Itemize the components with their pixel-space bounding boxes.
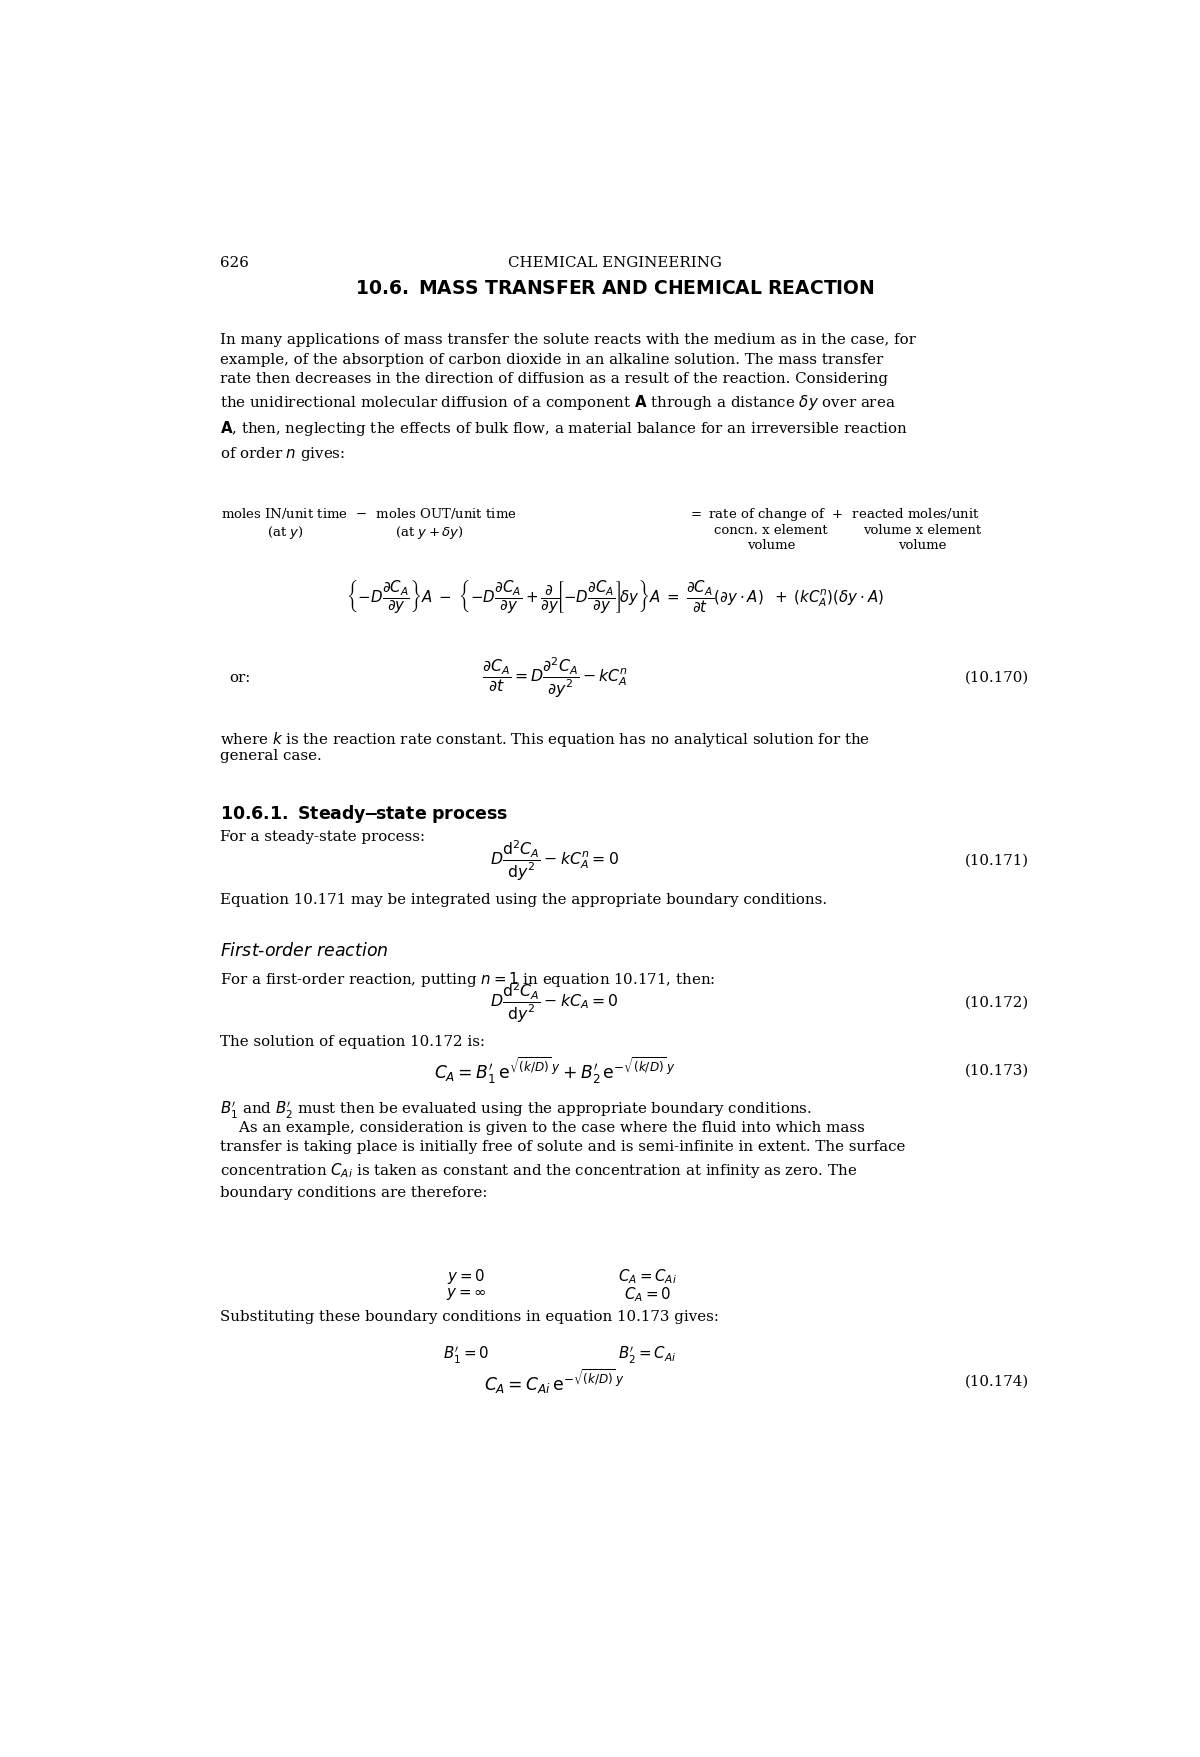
Text: 626: 626 [220, 257, 248, 271]
Text: As an example, consideration is given to the case where the fluid into which mas: As an example, consideration is given to… [220, 1119, 905, 1198]
Text: $C_A = C_{Ai}$: $C_A = C_{Ai}$ [618, 1267, 677, 1284]
Text: $D\dfrac{\mathrm{d}^2C_A}{\mathrm{d}y^2} - kC_A = 0$: $D\dfrac{\mathrm{d}^2C_A}{\mathrm{d}y^2}… [491, 980, 619, 1024]
Text: (10.171): (10.171) [965, 854, 1028, 868]
Text: In many applications of mass transfer the solute reacts with the medium as in th: In many applications of mass transfer th… [220, 334, 916, 462]
Text: (at $y+\delta y$): (at $y+\delta y$) [395, 524, 463, 541]
Text: CHEMICAL ENGINEERING: CHEMICAL ENGINEERING [508, 257, 722, 271]
Text: volume x element: volume x element [863, 524, 980, 536]
Text: $\mathbf{10.6.\ MASS\ TRANSFER\ AND\ CHEMICAL\ REACTION}$: $\mathbf{10.6.\ MASS\ TRANSFER\ AND\ CHE… [355, 279, 875, 299]
Text: For a first-order reaction, putting $n = 1$ in equation 10.171, then:: For a first-order reaction, putting $n =… [220, 970, 715, 989]
Text: where $k$ is the reaction rate constant. This equation has no analytical solutio: where $k$ is the reaction rate constant.… [220, 729, 870, 748]
Text: $\boldsymbol{\mathit{First\text{-}order\ reaction}}$: $\boldsymbol{\mathit{First\text{-}order\… [220, 942, 389, 959]
Text: $B_2' = C_{Ai}$: $B_2' = C_{Ai}$ [618, 1344, 677, 1365]
Text: $y = \infty$: $y = \infty$ [446, 1284, 486, 1300]
Text: or:: or: [229, 671, 251, 685]
Text: For a steady-state process:: For a steady-state process: [220, 829, 425, 843]
Text: general case.: general case. [220, 748, 322, 763]
Text: $B_1'$ and $B_2'$ must then be evaluated using the appropriate boundary conditio: $B_1'$ and $B_2'$ must then be evaluated… [220, 1100, 811, 1121]
Text: $\left\{-D\dfrac{\partial C_A}{\partial y}\right\}A$$\;-\;\left\{-D\dfrac{\parti: $\left\{-D\dfrac{\partial C_A}{\partial … [346, 578, 884, 615]
Text: (at $y$): (at $y$) [266, 524, 304, 541]
Text: $C_A = C_{Ai}\,\mathrm{e}^{-\sqrt{(k/D)}\,y}$: $C_A = C_{Ai}\,\mathrm{e}^{-\sqrt{(k/D)}… [484, 1367, 625, 1395]
Text: (10.172): (10.172) [965, 994, 1028, 1009]
Text: (10.170): (10.170) [965, 671, 1028, 685]
Text: volume: volume [748, 538, 796, 552]
Text: Equation 10.171 may be integrated using the appropriate boundary conditions.: Equation 10.171 may be integrated using … [220, 893, 827, 907]
Text: concn. x element: concn. x element [714, 524, 828, 536]
Text: $\mathbf{10.6.1.\ Steady\!\!-\!\!state\ process}$: $\mathbf{10.6.1.\ Steady\!\!-\!\!state\ … [220, 801, 508, 824]
Text: $C_A = B_1'\,\mathrm{e}^{\sqrt{(k/D)}\,y} + B_2'\,\mathrm{e}^{-\sqrt{(k/D)}\,y}$: $C_A = B_1'\,\mathrm{e}^{\sqrt{(k/D)}\,y… [433, 1054, 676, 1086]
Text: $C_A = 0$: $C_A = 0$ [624, 1284, 671, 1304]
Text: $y = 0$: $y = 0$ [448, 1267, 485, 1284]
Text: moles IN/unit time $\,-\,$ moles OUT/unit time: moles IN/unit time $\,-\,$ moles OUT/uni… [221, 506, 516, 520]
Text: $\dfrac{\partial C_A}{\partial t} = D\dfrac{\partial^2 C_A}{\partial y^2} - kC_A: $\dfrac{\partial C_A}{\partial t} = D\df… [481, 655, 628, 699]
Text: (10.173): (10.173) [965, 1063, 1028, 1077]
Text: $B_1' = 0$: $B_1' = 0$ [443, 1344, 490, 1365]
Text: volume: volume [898, 538, 946, 552]
Text: The solution of equation 10.172 is:: The solution of equation 10.172 is: [220, 1035, 485, 1049]
Text: Substituting these boundary conditions in equation 10.173 gives:: Substituting these boundary conditions i… [220, 1309, 719, 1323]
Text: $D\dfrac{\mathrm{d}^2C_A}{\mathrm{d}y^2} - kC_A^n = 0$: $D\dfrac{\mathrm{d}^2C_A}{\mathrm{d}y^2}… [490, 838, 619, 882]
Text: $=$ rate of change of $\,+\,$ reacted moles/unit: $=$ rate of change of $\,+\,$ reacted mo… [688, 506, 979, 524]
Text: (10.174): (10.174) [965, 1374, 1028, 1388]
